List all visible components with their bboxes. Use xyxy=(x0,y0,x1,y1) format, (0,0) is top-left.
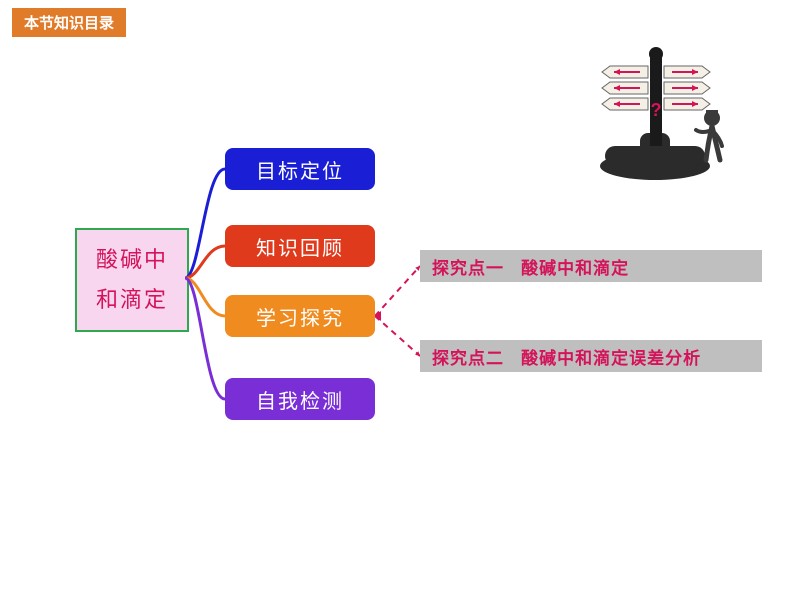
root-line1: 酸碱中 xyxy=(96,247,168,272)
svg-text:?: ? xyxy=(651,100,662,120)
node-study[interactable]: 学习探究 xyxy=(225,295,375,337)
node-goal[interactable]: 目标定位 xyxy=(225,148,375,190)
explore-e2[interactable]: 探究点二 酸碱中和滴定误差分析 xyxy=(420,340,762,372)
root-line2: 和滴定 xyxy=(96,287,168,312)
node-review[interactable]: 知识回顾 xyxy=(225,225,375,267)
explore-e1[interactable]: 探究点一 酸碱中和滴定 xyxy=(420,250,762,282)
signpost-figure: ? xyxy=(560,38,740,188)
root-topic-text: 酸碱中 和滴定 xyxy=(96,240,168,319)
root-topic-box: 酸碱中 和滴定 xyxy=(75,228,189,332)
header-tab: 本节知识目录 xyxy=(12,8,126,37)
node-self[interactable]: 自我检测 xyxy=(225,378,375,420)
